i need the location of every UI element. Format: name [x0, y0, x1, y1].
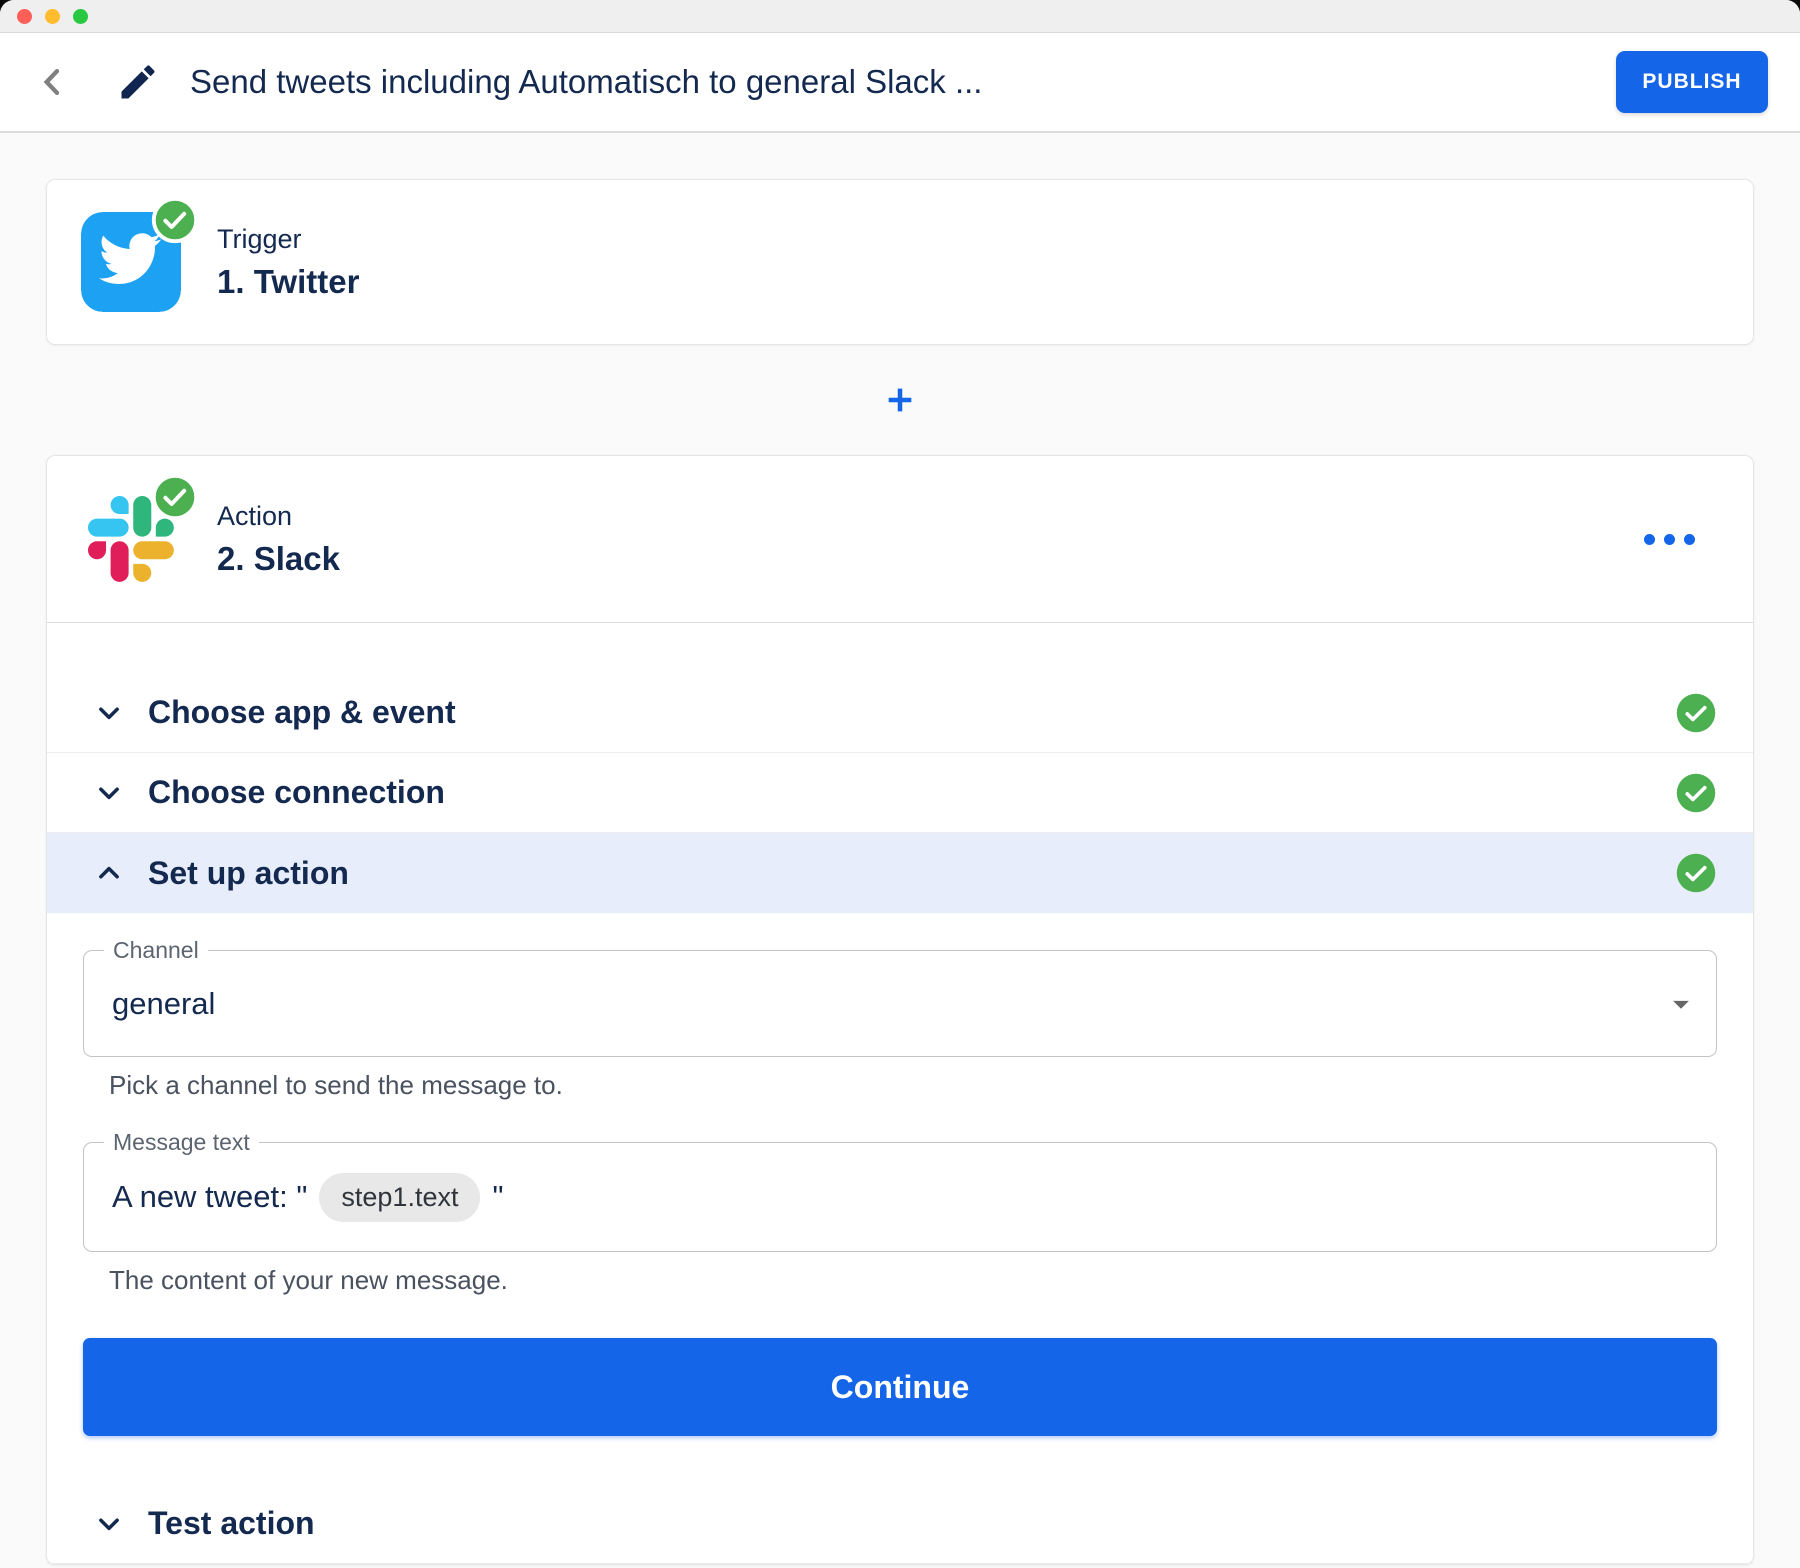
- ellipsis-icon: [1643, 533, 1655, 545]
- step-menu-button[interactable]: [1637, 518, 1701, 560]
- channel-selected-value: general: [112, 985, 216, 1021]
- add-step-button[interactable]: [872, 372, 928, 428]
- window-titlebar: [0, 0, 1800, 33]
- message-text-suffix: ": [492, 1179, 504, 1214]
- check-circle-icon: [1676, 693, 1716, 732]
- plus-icon: [888, 388, 912, 412]
- ellipsis-icon: [1683, 533, 1695, 545]
- trigger-step-card[interactable]: Trigger 1. Twitter: [46, 179, 1754, 345]
- section-choose-connection[interactable]: Choose connection: [47, 753, 1753, 833]
- section-choose-app-event[interactable]: Choose app & event: [47, 673, 1753, 753]
- trigger-step-meta: Trigger 1. Twitter: [217, 224, 359, 301]
- step-title: 2. Slack: [217, 539, 340, 577]
- pencil-icon: [121, 65, 155, 99]
- twitter-icon: [81, 212, 181, 312]
- step-connector: [0, 345, 1800, 455]
- minimize-window-button[interactable]: [45, 8, 60, 24]
- ellipsis-icon: [1663, 533, 1675, 545]
- section-label: Choose app & event: [148, 694, 456, 730]
- check-circle-icon: [151, 473, 199, 521]
- slack-icon: [87, 495, 174, 582]
- channel-helper-text: Pick a channel to send the message to.: [109, 1070, 563, 1100]
- step-kind-label: Action: [217, 500, 293, 531]
- close-window-button[interactable]: [17, 8, 32, 24]
- chevron-left-icon: [43, 69, 60, 96]
- check-circle-icon: [151, 196, 199, 244]
- back-button[interactable]: [30, 60, 74, 104]
- flow-editor-header: Send tweets including Automatisch to gen…: [0, 33, 1800, 133]
- action-accordion: Choose app & event Choose connection: [47, 623, 1753, 1564]
- channel-select-field[interactable]: Channel general: [83, 937, 1717, 1057]
- message-helper-text: The content of your new message.: [109, 1265, 508, 1295]
- section-label: Set up action: [148, 854, 349, 891]
- edit-title-button[interactable]: [112, 56, 164, 108]
- action-step-header[interactable]: Action 2. Slack: [47, 456, 1753, 623]
- section-test-action[interactable]: Test action: [47, 1484, 1753, 1564]
- set-up-action-form: Channel general Pick a channel to send t…: [47, 913, 1753, 1436]
- check-circle-icon: [1676, 853, 1716, 893]
- action-step-meta: Action 2. Slack: [217, 501, 340, 578]
- section-set-up-action[interactable]: Set up action: [47, 833, 1753, 913]
- channel-field-label: Channel: [104, 937, 208, 964]
- flow-title[interactable]: Send tweets including Automatisch to gen…: [190, 63, 983, 100]
- check-circle-icon: [1676, 773, 1716, 812]
- caret-down-icon[interactable]: [1662, 985, 1700, 1023]
- step-title: 1. Twitter: [217, 262, 360, 300]
- chevron-down-icon: [94, 1509, 124, 1539]
- message-text-prefix: A new tweet: ": [112, 1179, 308, 1214]
- variable-chip-step1-text[interactable]: step1.text: [319, 1172, 481, 1222]
- chevron-up-icon: [94, 858, 124, 888]
- publish-button[interactable]: PUBLISH: [1616, 51, 1768, 113]
- chevron-down-icon: [94, 778, 124, 808]
- action-app-icon-wrap: [81, 473, 199, 589]
- trigger-app-icon-wrap: [81, 196, 199, 312]
- zoom-window-button[interactable]: [73, 8, 88, 24]
- chevron-down-icon: [94, 698, 124, 728]
- message-field-label: Message text: [104, 1129, 259, 1156]
- message-text-field[interactable]: Message text A new tweet: " step1.text ": [83, 1129, 1717, 1252]
- action-step-card: Action 2. Slack Choose app & event: [46, 455, 1754, 1565]
- continue-button[interactable]: Continue: [83, 1338, 1717, 1436]
- section-label: Test action: [148, 1505, 315, 1541]
- step-kind-label: Trigger: [217, 223, 302, 254]
- flow-canvas: Trigger 1. Twitter: [0, 133, 1800, 1568]
- section-label: Choose connection: [148, 774, 445, 810]
